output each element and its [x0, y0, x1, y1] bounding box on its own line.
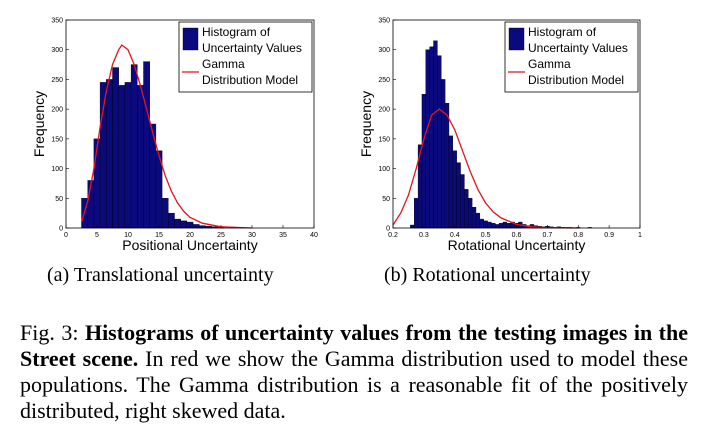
histogram-bar [137, 85, 144, 229]
gamma-curve [392, 108, 579, 229]
y-axis-label: Frequency [358, 91, 374, 157]
histogram-bar [487, 221, 492, 229]
figure-panels: 0 5 10 15 20 25 30 35 40050100150200250300350Pos… [31, 18, 642, 254]
histogram-bar [448, 135, 454, 229]
y-tick-label: 200 [51, 107, 63, 114]
histogram-bar [437, 55, 442, 229]
x-tick-label: 0.3 [419, 232, 429, 239]
y-tick-label: 250 [51, 77, 63, 84]
x-tick-label: 25 [217, 232, 225, 239]
histogram-bar [143, 61, 150, 229]
x-tick-label: 0.9 [604, 232, 614, 239]
subcaption-b: (b) Rotational uncertainty [384, 264, 591, 286]
histogram-bar [479, 218, 484, 229]
x-tick-label: 0.6 [512, 232, 522, 239]
x-tick-label: 1 [638, 232, 642, 239]
x-tick-label: 35 [279, 232, 287, 239]
x-tick-label: 0.4 [450, 232, 460, 239]
x-tick-label: 0.8 [573, 232, 583, 239]
figure-caption: Fig. 3: Histograms of uncertainty values… [20, 320, 688, 424]
chart-rotational: 0.2 0.3 0.4 0.5 0.6 0.7 0.8 0.9 1 0 50 100 150 200 250… [358, 18, 642, 254]
caption-prefix: Fig. 3: [20, 320, 85, 345]
histogram-bar [106, 79, 113, 229]
y-tick-label: 100 [51, 166, 63, 173]
histogram-bar [410, 224, 415, 229]
y-tick-label: 350 [51, 18, 63, 25]
histogram-bar [425, 49, 430, 229]
legend-label-histogram-line1: Histogram of [528, 25, 597, 39]
histogram-bar [192, 224, 200, 229]
legend-swatch-histogram [182, 27, 199, 51]
x-tick-label: 0.2 [388, 232, 398, 239]
histogram-bar [471, 206, 477, 229]
y-tick-label: 300 [378, 47, 390, 54]
histogram-bar [444, 102, 450, 229]
histogram-bar [491, 223, 496, 229]
x-tick-label: 0.5 [481, 232, 491, 239]
histogram-bar [130, 64, 138, 229]
histogram-bar [460, 174, 465, 229]
histogram-bar [495, 224, 500, 229]
y-axis-label: Frequency [31, 91, 47, 157]
legend-label-gamma-line2: Distribution Model [202, 73, 298, 87]
y-tick-label: 0 [59, 226, 63, 233]
histogram-bar [421, 94, 427, 229]
histogram-bar [118, 85, 126, 229]
y-tick-label: 200 [378, 107, 390, 114]
legend-box [504, 21, 639, 93]
histogram-bar [414, 198, 419, 229]
legend-label-histogram-line2: Uncertainty Values [528, 41, 628, 55]
histogram-bar [475, 212, 481, 229]
gamma-curve [80, 44, 253, 229]
y-tick-label: 0 [386, 226, 390, 233]
legend-label-histogram-line1: Histogram of [202, 25, 271, 39]
y-tick-label: 50 [382, 196, 390, 203]
y-tick-label: 150 [378, 136, 390, 143]
histogram-bar [441, 79, 446, 229]
x-tick-label: 30 [248, 232, 256, 239]
y-tick-label: 50 [55, 196, 63, 203]
x-axis-label: Rotational Uncertainty [448, 237, 586, 253]
x-tick-label: 0.7 [543, 232, 553, 239]
histogram-bar [161, 198, 169, 229]
x-tick-label: 20 [186, 232, 194, 239]
y-tick-label: 150 [51, 136, 63, 143]
y-tick-label: 250 [378, 77, 390, 84]
histogram-bar [433, 40, 438, 229]
histogram-bar [502, 221, 508, 229]
histogram-bar [456, 162, 461, 229]
legend-label-gamma-line2: Distribution Model [528, 73, 624, 87]
y-tick-label: 100 [378, 166, 390, 173]
histogram-bar [93, 138, 101, 229]
histogram-bar [468, 198, 473, 229]
x-tick-label: 15 [155, 232, 163, 239]
histogram-bar [174, 218, 181, 229]
subcaption-a: (a) Translational uncertainty [47, 264, 274, 286]
x-axis-label: Positional Uncertainty [122, 237, 257, 253]
histogram-bar [124, 82, 132, 229]
histogram-bar [180, 220, 188, 229]
histogram-bar [112, 67, 119, 229]
histogram-bar [452, 150, 457, 229]
histogram-bar [99, 82, 107, 229]
legend-label-gamma-line1: Gamma [202, 57, 245, 71]
y-tick-label: 350 [378, 18, 390, 25]
histogram-bar [464, 189, 469, 229]
legend-swatch-histogram [508, 27, 525, 51]
histogram-bar [429, 46, 434, 229]
x-tick-label: 5 [95, 232, 99, 239]
caption-body: In red we show the Gamma distribution us… [20, 346, 688, 423]
legend-label-gamma-line1: Gamma [528, 57, 571, 71]
histogram-bar [506, 223, 511, 229]
x-tick-label: 40 [310, 232, 318, 239]
legend-label-histogram-line2: Uncertainty Values [202, 41, 302, 55]
legend-box [178, 21, 313, 93]
chart-translational: 0 5 10 15 20 25 30 35 40 0 50 100 150 200 250 300 350 Pos… [31, 18, 318, 254]
caption-title: Histograms of uncertainty values from th… [20, 320, 689, 371]
histogram-bar [168, 212, 175, 229]
y-tick-label: 300 [51, 47, 63, 54]
x-tick-label: 10 [124, 232, 132, 239]
x-tick-label: 0 [64, 232, 68, 239]
histogram-bar [498, 223, 504, 229]
